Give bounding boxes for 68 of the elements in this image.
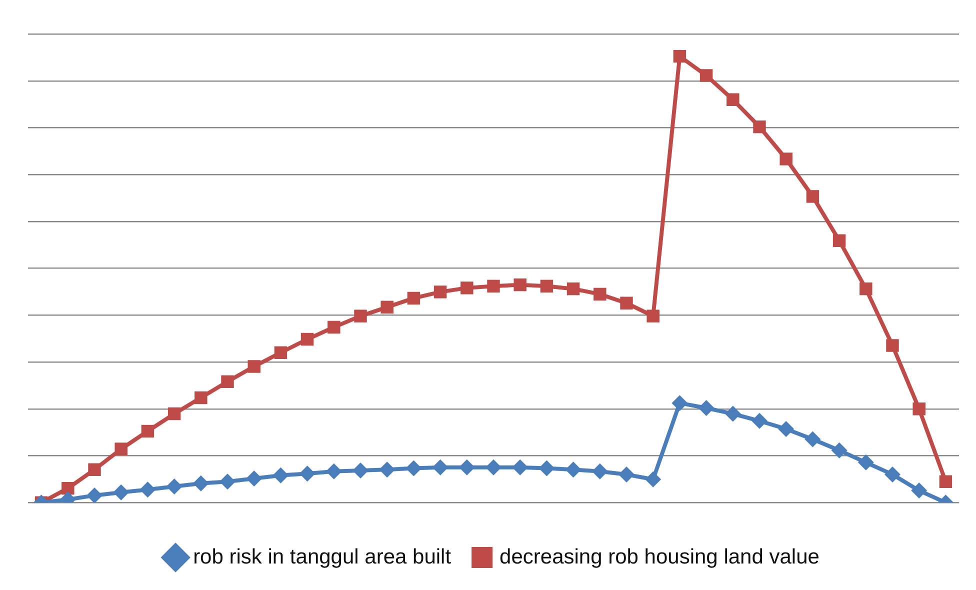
point <box>300 332 314 346</box>
point <box>538 460 555 476</box>
point <box>860 282 872 296</box>
point <box>140 482 156 498</box>
point <box>620 296 633 310</box>
point <box>698 400 714 416</box>
point <box>912 402 926 416</box>
point <box>272 467 289 484</box>
point <box>62 482 74 495</box>
point <box>432 459 448 476</box>
point <box>406 460 422 476</box>
point <box>673 50 686 63</box>
point <box>166 478 182 495</box>
point <box>806 190 820 203</box>
point <box>753 120 766 134</box>
point <box>460 282 474 294</box>
point <box>352 462 368 478</box>
point <box>380 300 394 314</box>
point <box>672 395 688 412</box>
point <box>724 406 741 422</box>
point <box>939 475 952 488</box>
point <box>328 320 340 334</box>
point <box>752 412 768 429</box>
point <box>858 454 874 470</box>
point <box>248 360 260 373</box>
point <box>299 466 316 482</box>
legend-label: decreasing rob housing land value <box>500 545 820 568</box>
point <box>194 391 208 404</box>
point <box>487 280 500 293</box>
point <box>804 431 821 448</box>
point <box>831 442 848 458</box>
point <box>407 292 420 305</box>
point <box>458 459 475 476</box>
point <box>168 407 181 420</box>
point <box>220 474 236 490</box>
point <box>911 482 928 499</box>
point <box>832 234 846 247</box>
point <box>594 288 606 301</box>
point <box>565 462 582 478</box>
point <box>540 280 554 293</box>
point <box>566 282 580 296</box>
point <box>141 424 154 438</box>
point <box>379 462 396 478</box>
point <box>326 463 342 480</box>
point <box>884 466 900 482</box>
point <box>645 471 662 488</box>
point <box>114 442 128 456</box>
point <box>886 339 899 352</box>
point <box>700 69 713 82</box>
point <box>354 310 367 322</box>
point <box>434 286 447 298</box>
point <box>780 152 792 166</box>
point <box>221 375 234 388</box>
legend-label: rob risk in tanggul area built <box>193 545 452 568</box>
point <box>778 420 794 437</box>
point <box>246 470 262 486</box>
point <box>88 463 101 476</box>
point <box>486 459 502 476</box>
point <box>618 466 634 482</box>
point <box>726 93 740 106</box>
point <box>113 484 130 500</box>
point <box>274 346 288 360</box>
point <box>592 463 608 480</box>
point <box>86 487 102 503</box>
point <box>514 278 526 292</box>
point <box>192 475 209 492</box>
point <box>512 459 528 476</box>
point <box>646 310 660 322</box>
